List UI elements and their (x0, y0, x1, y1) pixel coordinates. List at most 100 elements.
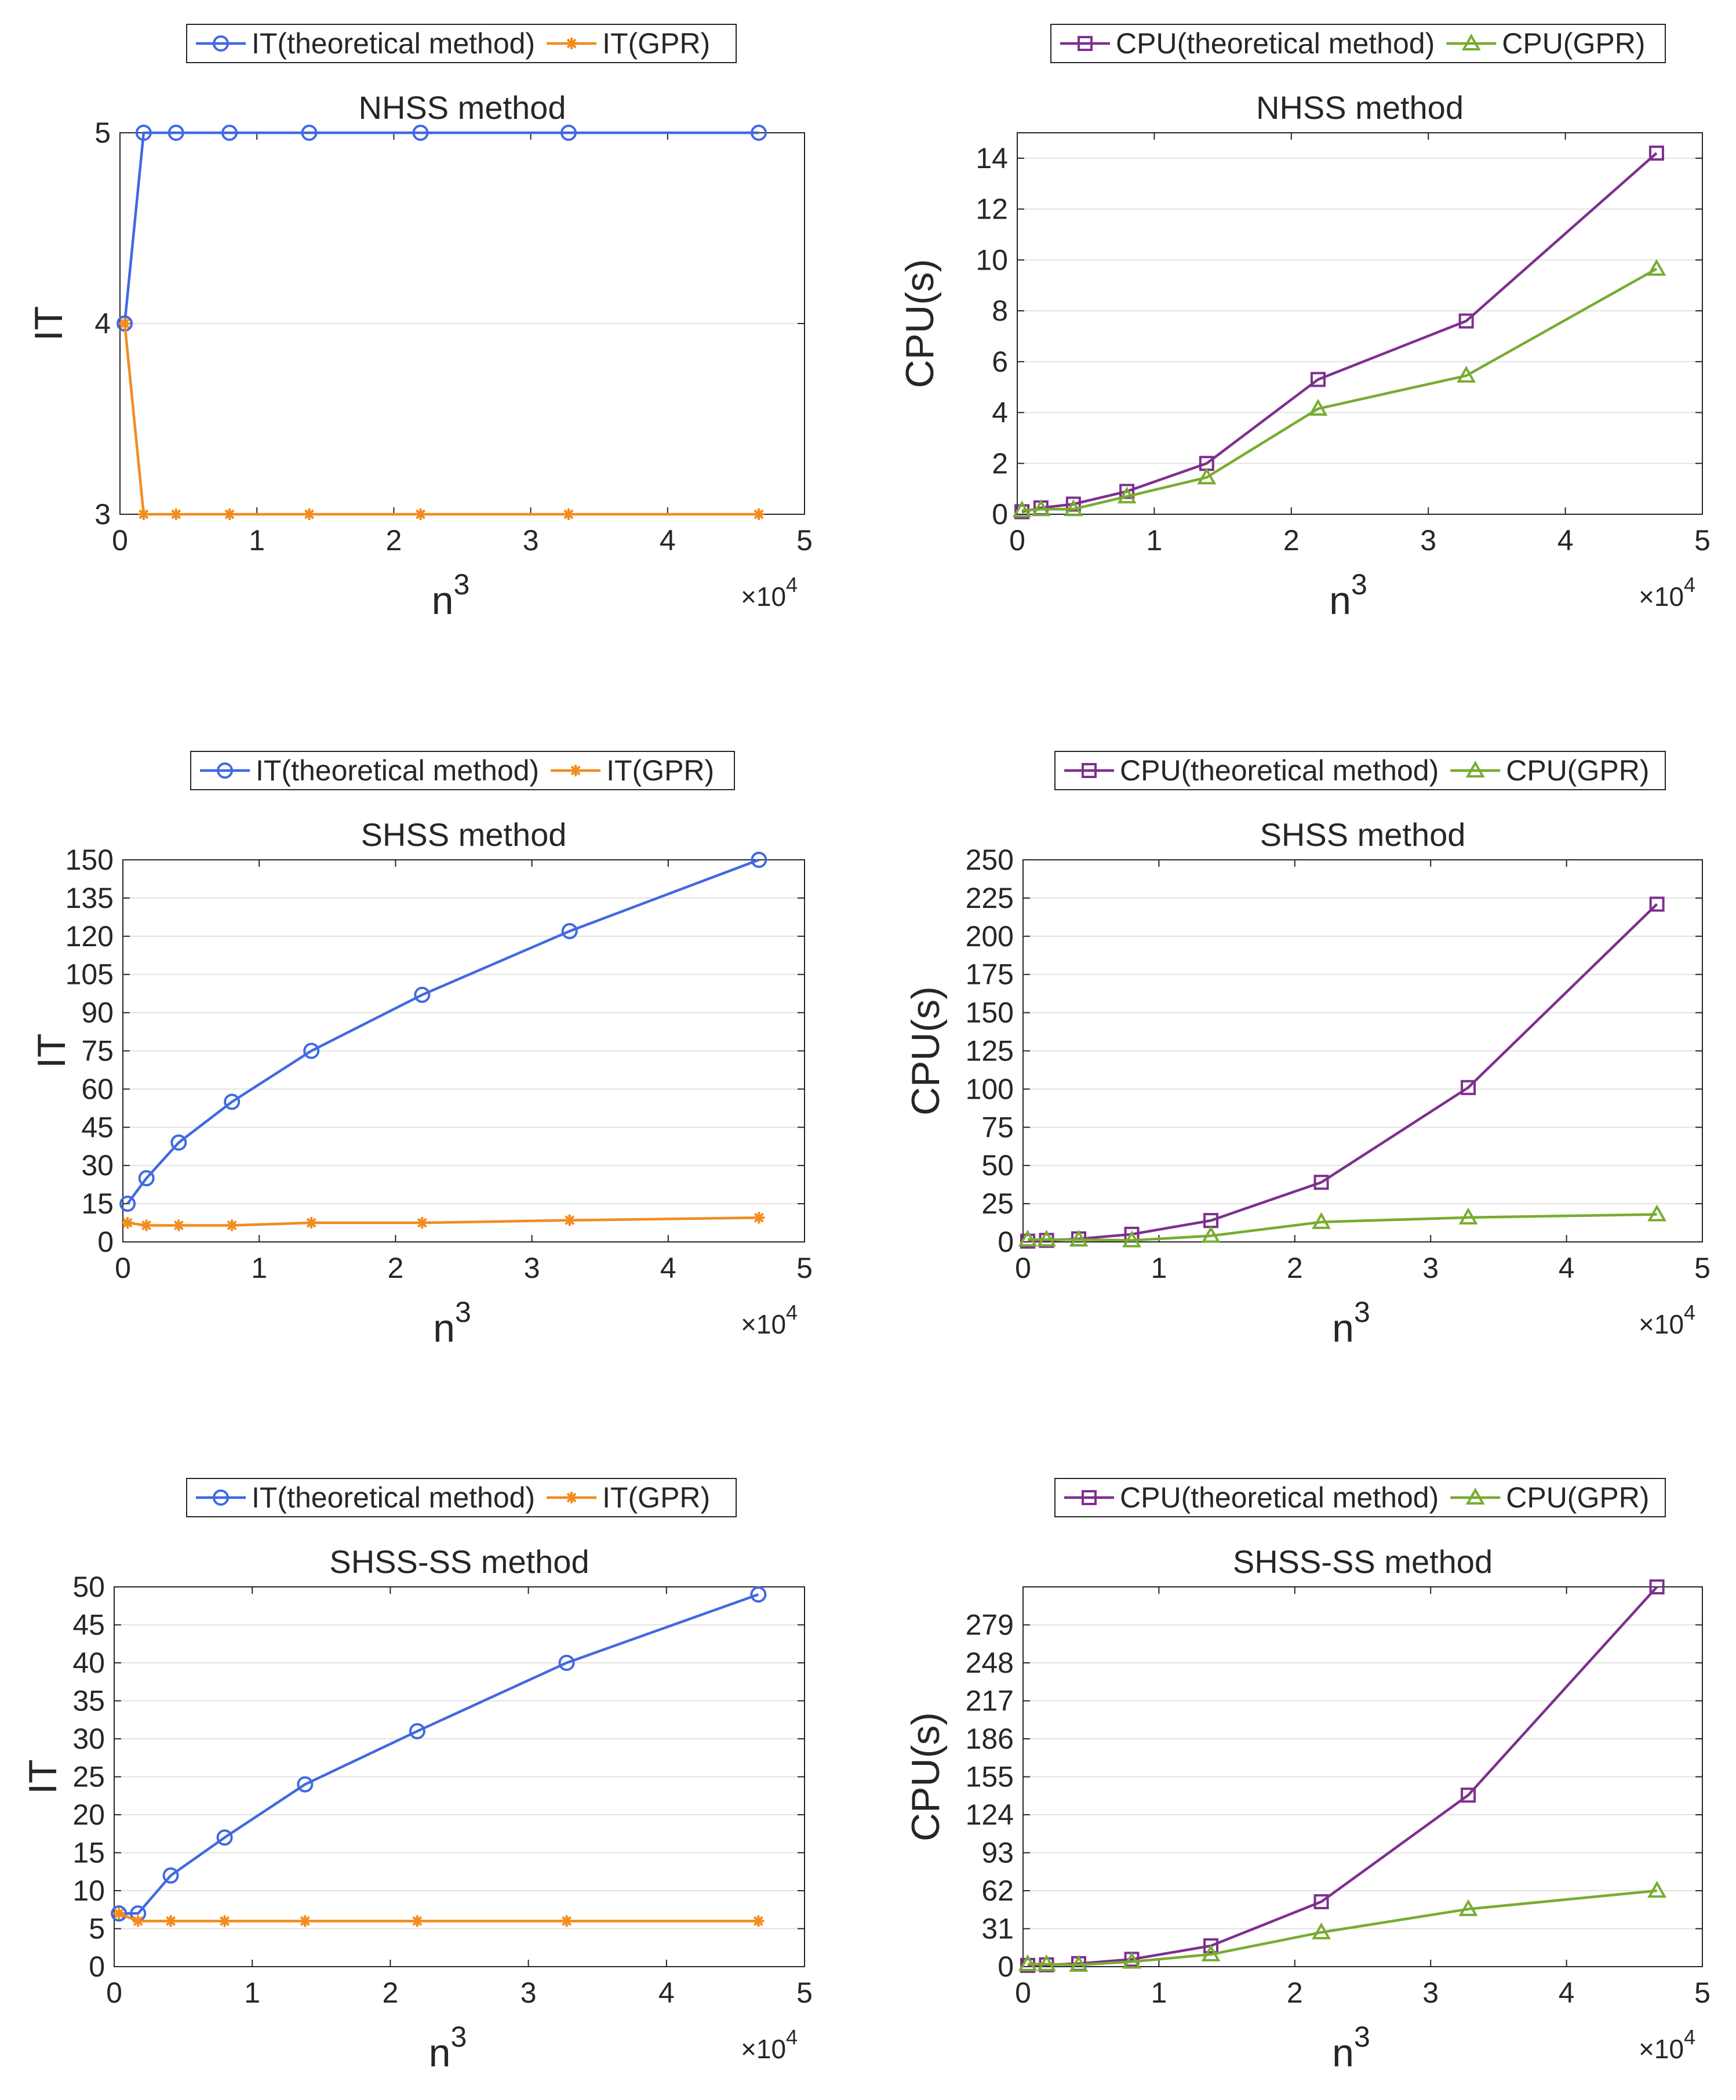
data-point-star (299, 1915, 311, 1927)
y-tick-label: 45 (72, 1609, 105, 1641)
chart-title: NHSS method (1256, 89, 1464, 126)
legend: IT(theoretical method) IT(GPR) (186, 24, 737, 63)
y-tick-label: 175 (966, 958, 1014, 991)
x-axis-multiplier: ×104 (741, 573, 798, 612)
x-axis-label-superscript: 3 (455, 1296, 471, 1328)
legend-label: IT(GPR) (602, 1481, 710, 1514)
data-point-triangle (1122, 1230, 1141, 1248)
x-tick-label: 4 (660, 1252, 676, 1284)
star-marker-stroke (300, 1916, 310, 1926)
y-tick-label: 0 (998, 1950, 1014, 1983)
legend-marker (217, 762, 233, 779)
legend: CPU(theoretical method) CPU(GPR) (1050, 24, 1666, 63)
data-point-triangle (1312, 1922, 1331, 1939)
y-tick-label: 14 (976, 142, 1008, 175)
legend-entry: CPU(GPR) (1450, 754, 1649, 787)
data-point-star (223, 508, 235, 520)
x-axis-multiplier-base: ×10 (1639, 2034, 1684, 2064)
data-point-star (303, 508, 315, 520)
x-tick-label: 2 (385, 524, 402, 557)
x-tick-label: 3 (523, 524, 539, 557)
legend-box (1054, 751, 1666, 790)
x-tick-label: 1 (251, 1252, 267, 1284)
data-point-square (1014, 504, 1030, 519)
y-tick-label: 3 (94, 498, 111, 531)
x-tick-label: 2 (1283, 524, 1300, 557)
data-point-circle (560, 125, 577, 141)
data-point-star (562, 508, 574, 520)
x-axis-multiplier: ×104 (741, 2025, 798, 2064)
y-tick-label: 15 (81, 1187, 114, 1220)
data-point-square (1461, 1080, 1476, 1095)
data-point-star (122, 1217, 134, 1229)
x-tick-label: 2 (382, 1977, 398, 2009)
legend-entry: IT(theoretical method) (196, 1481, 535, 1514)
y-tick-label: 15 (72, 1837, 105, 1869)
data-point-circle (303, 1042, 320, 1059)
x-axis-multiplier-base: ×10 (1639, 582, 1684, 612)
y-tick-label: 279 (966, 1609, 1014, 1641)
y-tick-label: 4 (94, 307, 111, 340)
star-marker-stroke (171, 509, 181, 519)
x-tick-label: 5 (796, 524, 813, 557)
data-point-square (1310, 372, 1326, 387)
y-tick-label: 120 (65, 920, 114, 953)
series-it-gpr- (119, 318, 765, 520)
star-marker-stroke (566, 38, 577, 49)
legend-label: IT(GPR) (602, 27, 710, 60)
legend-label: CPU(GPR) (1506, 1481, 1649, 1514)
y-tick-label: 50 (981, 1149, 1014, 1182)
y-axis-label: IT (27, 306, 71, 341)
data-point-circle (119, 1196, 136, 1212)
x-axis-label: n3 (1329, 568, 1367, 623)
y-tick-label: 10 (976, 244, 1008, 276)
y-tick-label: 6 (992, 346, 1008, 378)
legend-entry: IT(theoretical method) (200, 754, 539, 787)
y-tick-label: 0 (998, 1226, 1014, 1258)
legend-marker (1078, 36, 1093, 51)
y-axis-label: CPU(s) (904, 1712, 948, 1841)
x-tick-label: 1 (1151, 1252, 1167, 1284)
legend-marker (566, 1492, 578, 1503)
data-point-star (753, 508, 765, 520)
series-it-theoretical-method- (117, 125, 767, 332)
plot-area (1017, 132, 1703, 515)
x-tick-label: 4 (1559, 1252, 1575, 1284)
x-axis-multiplier-exponent: 4 (1684, 573, 1695, 597)
data-point-square (1313, 1175, 1329, 1190)
data-point-star (563, 1214, 576, 1226)
x-axis-multiplier-base: ×10 (741, 2034, 786, 2064)
x-tick-label: 2 (1287, 1977, 1303, 2009)
x-tick-label: 5 (1694, 524, 1710, 557)
legend-marker (570, 765, 582, 776)
data-point-triangle (1031, 499, 1051, 517)
x-tick-label: 3 (1422, 1252, 1439, 1284)
y-tick-label: 25 (981, 1187, 1014, 1220)
y-tick-label: 8 (992, 295, 1008, 327)
star-marker-stroke (224, 509, 235, 519)
star-marker-stroke (173, 1220, 184, 1230)
data-point-triangle (1312, 1212, 1331, 1229)
data-point-circle (135, 125, 152, 141)
legend-label: CPU(theoretical method) (1120, 1481, 1439, 1514)
legend: CPU(theoretical method) CPU(GPR) (1054, 751, 1666, 790)
y-tick-label: 90 (81, 997, 114, 1029)
star-marker-stroke (304, 509, 315, 519)
y-tick-label: 10 (72, 1874, 105, 1907)
y-tick-label: 100 (966, 1073, 1014, 1105)
legend-entry: CPU(theoretical method) (1064, 754, 1439, 787)
y-tick-label: 30 (72, 1723, 105, 1755)
y-tick-label: 50 (72, 1571, 105, 1603)
data-point-circle (750, 1586, 767, 1603)
y-tick-label: 5 (94, 117, 111, 149)
y-tick-label: 31 (981, 1913, 1014, 1945)
star-marker-stroke (412, 1916, 423, 1926)
x-tick-label: 5 (1694, 1252, 1710, 1284)
x-axis-label: n3 (1332, 2021, 1370, 2075)
legend-box (1050, 24, 1666, 63)
data-point-star (414, 508, 427, 520)
data-point-triangle (1201, 1944, 1221, 1961)
y-tick-label: 155 (966, 1761, 1014, 1793)
